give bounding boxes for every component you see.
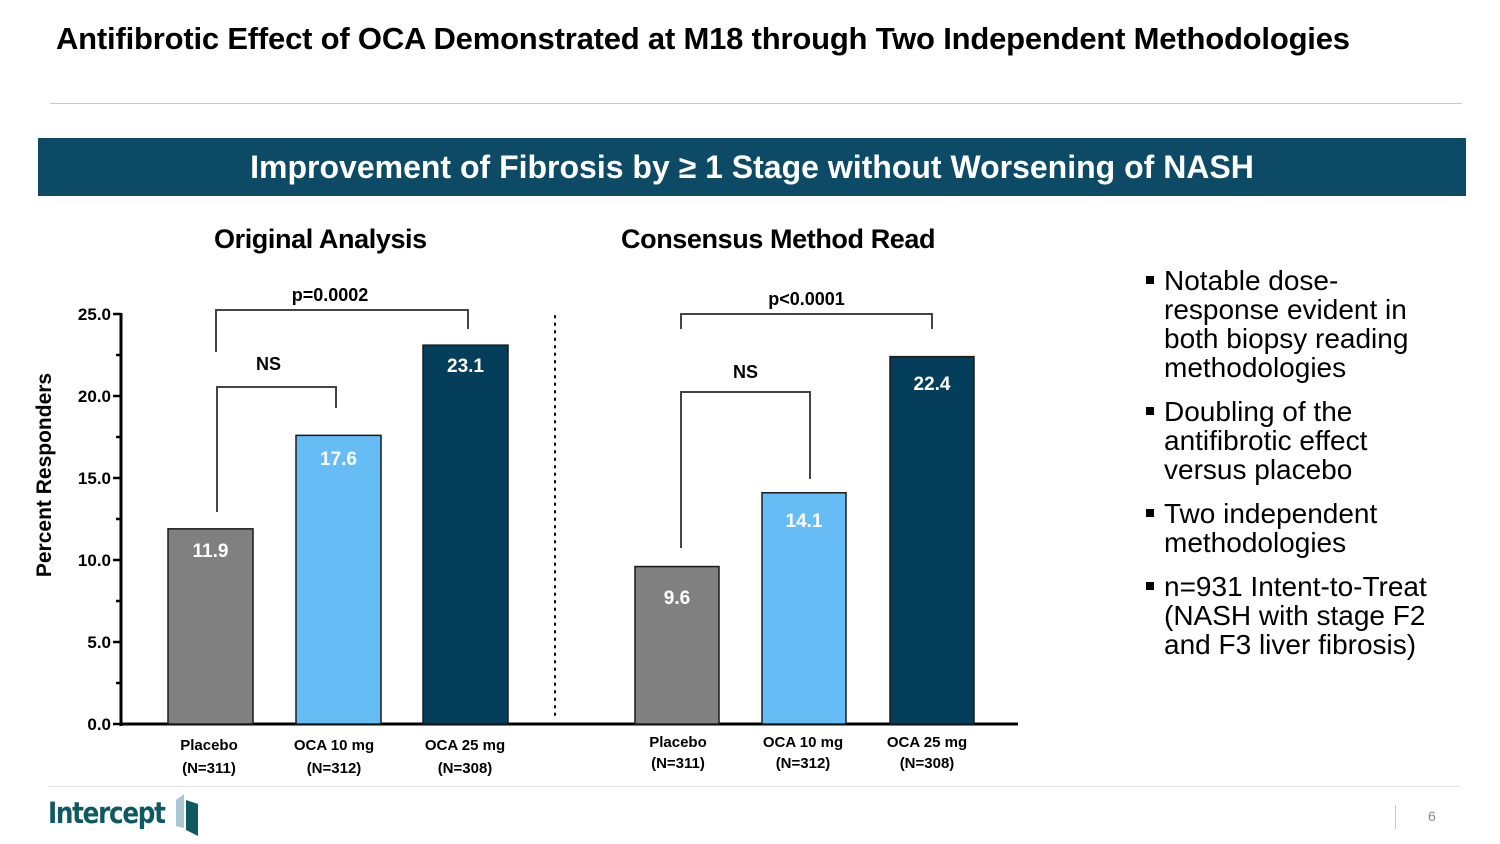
bar-oca-10-mg (761, 492, 847, 725)
significance-bracket (680, 391, 811, 548)
x-tick-n-label: (N=311) (182, 760, 236, 777)
x-tick-n-label: (N=311) (651, 755, 705, 772)
title-divider (50, 103, 1462, 104)
y-tick-label: 15.0 (78, 469, 111, 488)
intercept-logo: Intercept (48, 790, 198, 836)
bullet-square-icon (1146, 582, 1154, 590)
bullet-item: n=931 Intent-to-Treat (NASH with stage F… (1143, 572, 1443, 659)
bar-oca-25-mg (422, 344, 509, 725)
key-points-list: Notable dose-response evident in both bi… (1143, 266, 1443, 674)
p-value-label: p=0.0002 (292, 285, 369, 305)
x-tick-n-label: (N=308) (438, 760, 493, 777)
x-tick-n-label: (N=312) (307, 760, 362, 777)
x-tick-label: OCA 10 mg (294, 737, 374, 754)
bar-placebo (634, 565, 720, 725)
ns-label: NS (733, 362, 758, 382)
logo-text: Intercept (48, 796, 166, 830)
y-tick-label: 20.0 (78, 387, 111, 406)
bar-oca-10-mg (295, 434, 382, 725)
section-banner: Improvement of Fibrosis by ≥ 1 Stage wit… (38, 138, 1466, 196)
significance-bracket (680, 313, 933, 329)
bullet-square-icon (1146, 276, 1154, 284)
y-axis-label: Percent Responders (33, 373, 56, 577)
y-tick-label: 5.0 (87, 633, 111, 652)
bar-value-label: 9.6 (664, 588, 690, 609)
bar-placebo (167, 528, 254, 725)
x-tick-label: OCA 10 mg (763, 734, 843, 751)
bullet-item: Two independent methodologies (1143, 499, 1443, 557)
bar-value-label: 22.4 (914, 374, 951, 395)
chart-title-consensus: Consensus Method Read (621, 224, 936, 254)
p-value-label: p<0.0001 (768, 289, 845, 309)
x-tick-label: OCA 25 mg (425, 737, 505, 754)
chart-title-original: Original Analysis (214, 224, 427, 254)
bullet-item: Doubling of the antifibrotic effect vers… (1143, 397, 1443, 484)
bar-value-label: 23.1 (447, 356, 484, 377)
x-tick-n-label: (N=308) (900, 755, 955, 772)
significance-bracket (216, 386, 337, 512)
x-tick-label: OCA 25 mg (887, 734, 967, 751)
ns-label: NS (256, 354, 281, 374)
bar-value-label: 17.6 (320, 449, 357, 470)
x-tick-label: Placebo (649, 734, 707, 751)
bullet-square-icon (1146, 407, 1154, 415)
bar-oca-25-mg (889, 355, 975, 725)
x-tick-label: Placebo (180, 737, 238, 754)
page-number-divider (1395, 805, 1396, 829)
bullet-item: Notable dose-response evident in both bi… (1143, 266, 1443, 382)
bullet-square-icon (1146, 509, 1154, 517)
logo-door-icon (176, 794, 198, 836)
x-tick-n-label: (N=312) (776, 755, 831, 772)
bar-value-label: 11.9 (193, 541, 229, 562)
y-tick-label: 25.0 (78, 305, 111, 324)
significance-bracket (215, 309, 469, 352)
page-number: 6 (1428, 808, 1436, 824)
bar-value-label: 14.1 (786, 511, 823, 532)
slide-title: Antifibrotic Effect of OCA Demonstrated … (56, 21, 1350, 56)
y-tick-label: 0.0 (87, 715, 111, 734)
footer-divider (48, 786, 1460, 787)
y-tick-label: 10.0 (78, 551, 111, 570)
